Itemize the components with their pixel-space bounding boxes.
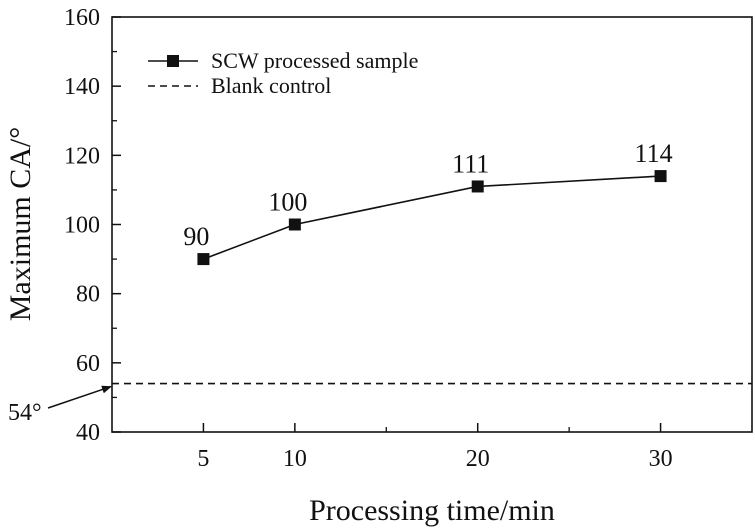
data-label: 111 bbox=[452, 149, 489, 178]
legend-label-scw: SCW processed sample bbox=[211, 48, 418, 73]
annotation-arrow bbox=[47, 385, 112, 409]
legend-label-blank: Blank control bbox=[211, 73, 331, 98]
x-axis-label: Processing time/min bbox=[309, 494, 555, 527]
y-tick-label: 80 bbox=[76, 282, 100, 308]
y-tick-label: 140 bbox=[64, 74, 100, 100]
blank-control-annotation: 54° bbox=[8, 385, 112, 426]
y-tick-label: 60 bbox=[76, 351, 100, 377]
x-axis-ticks: 5 10 20 30 bbox=[197, 423, 673, 472]
data-label: 114 bbox=[635, 139, 673, 168]
x-tick-label: 30 bbox=[649, 446, 673, 472]
x-tick-label: 20 bbox=[466, 446, 490, 472]
series-line bbox=[203, 175, 661, 260]
data-label: 90 bbox=[183, 222, 209, 251]
blank-control-annotation-label: 54° bbox=[8, 400, 42, 426]
x-tick-label: 10 bbox=[283, 446, 307, 472]
y-tick-label: 100 bbox=[64, 213, 100, 239]
data-label: 100 bbox=[268, 188, 307, 217]
data-point bbox=[288, 218, 301, 231]
x-tick-label: 5 bbox=[197, 446, 209, 472]
legend-marker-scw bbox=[167, 55, 179, 67]
data-point bbox=[471, 180, 484, 193]
y-axis-label: Maximum CA/° bbox=[4, 127, 37, 322]
y-tick-label: 40 bbox=[76, 420, 100, 446]
series-scw-processed-sample: 90 100 111 114 bbox=[183, 139, 673, 266]
data-point bbox=[654, 170, 667, 183]
legend: SCW processed sample Blank control bbox=[148, 48, 418, 98]
y-axis-ticks: 40 60 80 100 120 140 160 bbox=[64, 5, 121, 446]
y-tick-label: 120 bbox=[64, 143, 100, 169]
data-point bbox=[197, 253, 210, 266]
y-tick-label: 160 bbox=[64, 5, 100, 31]
